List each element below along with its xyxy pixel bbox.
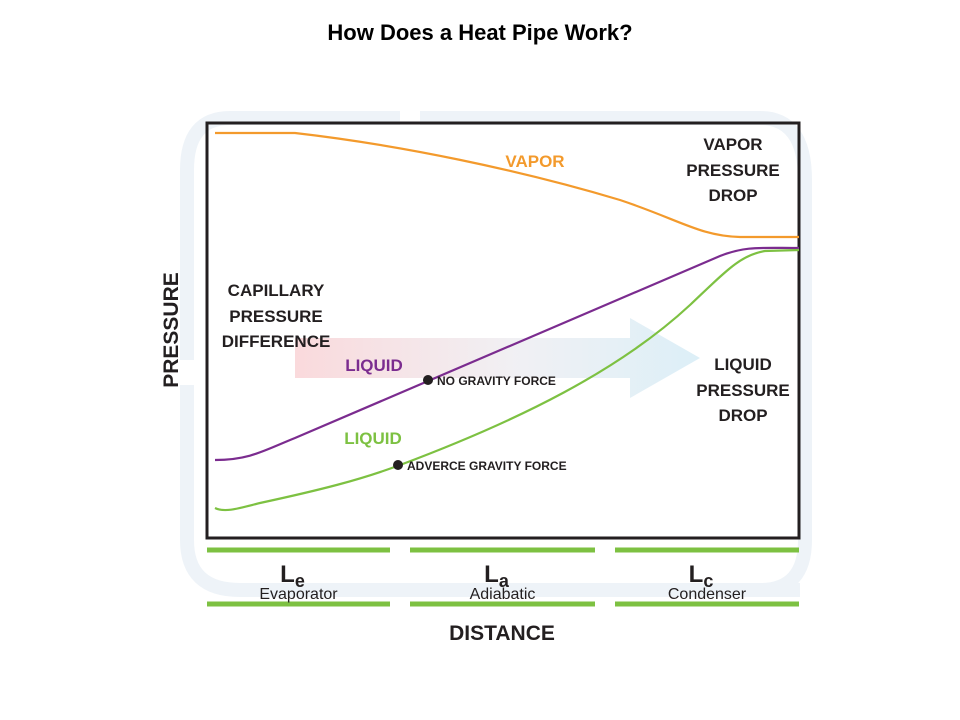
- x-axis-label: DISTANCE: [449, 622, 555, 645]
- section-name: Adiabatic: [470, 586, 536, 603]
- liquid-label: LIQUID: [344, 429, 402, 448]
- y-axis-label: PRESSURE: [160, 272, 183, 388]
- symbol: L: [689, 561, 704, 588]
- label-line: LIQUID: [714, 355, 772, 374]
- point: [393, 460, 403, 470]
- subscript: c: [703, 571, 713, 591]
- label-line: VAPOR: [703, 135, 762, 154]
- point: [423, 375, 433, 385]
- vapor-label: VAPOR: [505, 152, 564, 171]
- label-line: PRESSURE: [686, 161, 780, 180]
- label-line: DIFFERENCE: [222, 332, 331, 351]
- symbol: L: [484, 561, 499, 588]
- label-line: PRESSURE: [229, 307, 323, 326]
- label-line: PRESSURE: [696, 381, 790, 400]
- title: How Does a Heat Pipe Work?: [327, 20, 632, 45]
- section-symbol: Le: [280, 561, 305, 591]
- subscript: e: [295, 571, 305, 591]
- capillary-arrow: [295, 318, 700, 398]
- plot-frame: [205, 121, 801, 540]
- label-line: DROP: [718, 406, 767, 425]
- point-label: NO GRAVITY FORCE: [437, 374, 556, 388]
- vapor-curve: [215, 131, 799, 239]
- section-name: Evaporator: [259, 586, 338, 603]
- point-label: ADVERCE GRAVITY FORCE: [407, 459, 567, 473]
- liquid-curve-adverse: [214, 248, 800, 512]
- section-symbol: La: [484, 561, 510, 591]
- subscript: a: [499, 571, 510, 591]
- symbol: L: [280, 561, 295, 588]
- section-name: Condenser: [668, 586, 747, 603]
- liquid-label: LIQUID: [345, 356, 403, 375]
- label-line: CAPILLARY: [228, 281, 325, 300]
- label-line: DROP: [708, 186, 757, 205]
- liquid-curve-no-gravity: [214, 246, 800, 462]
- section-symbol: Lc: [689, 561, 714, 591]
